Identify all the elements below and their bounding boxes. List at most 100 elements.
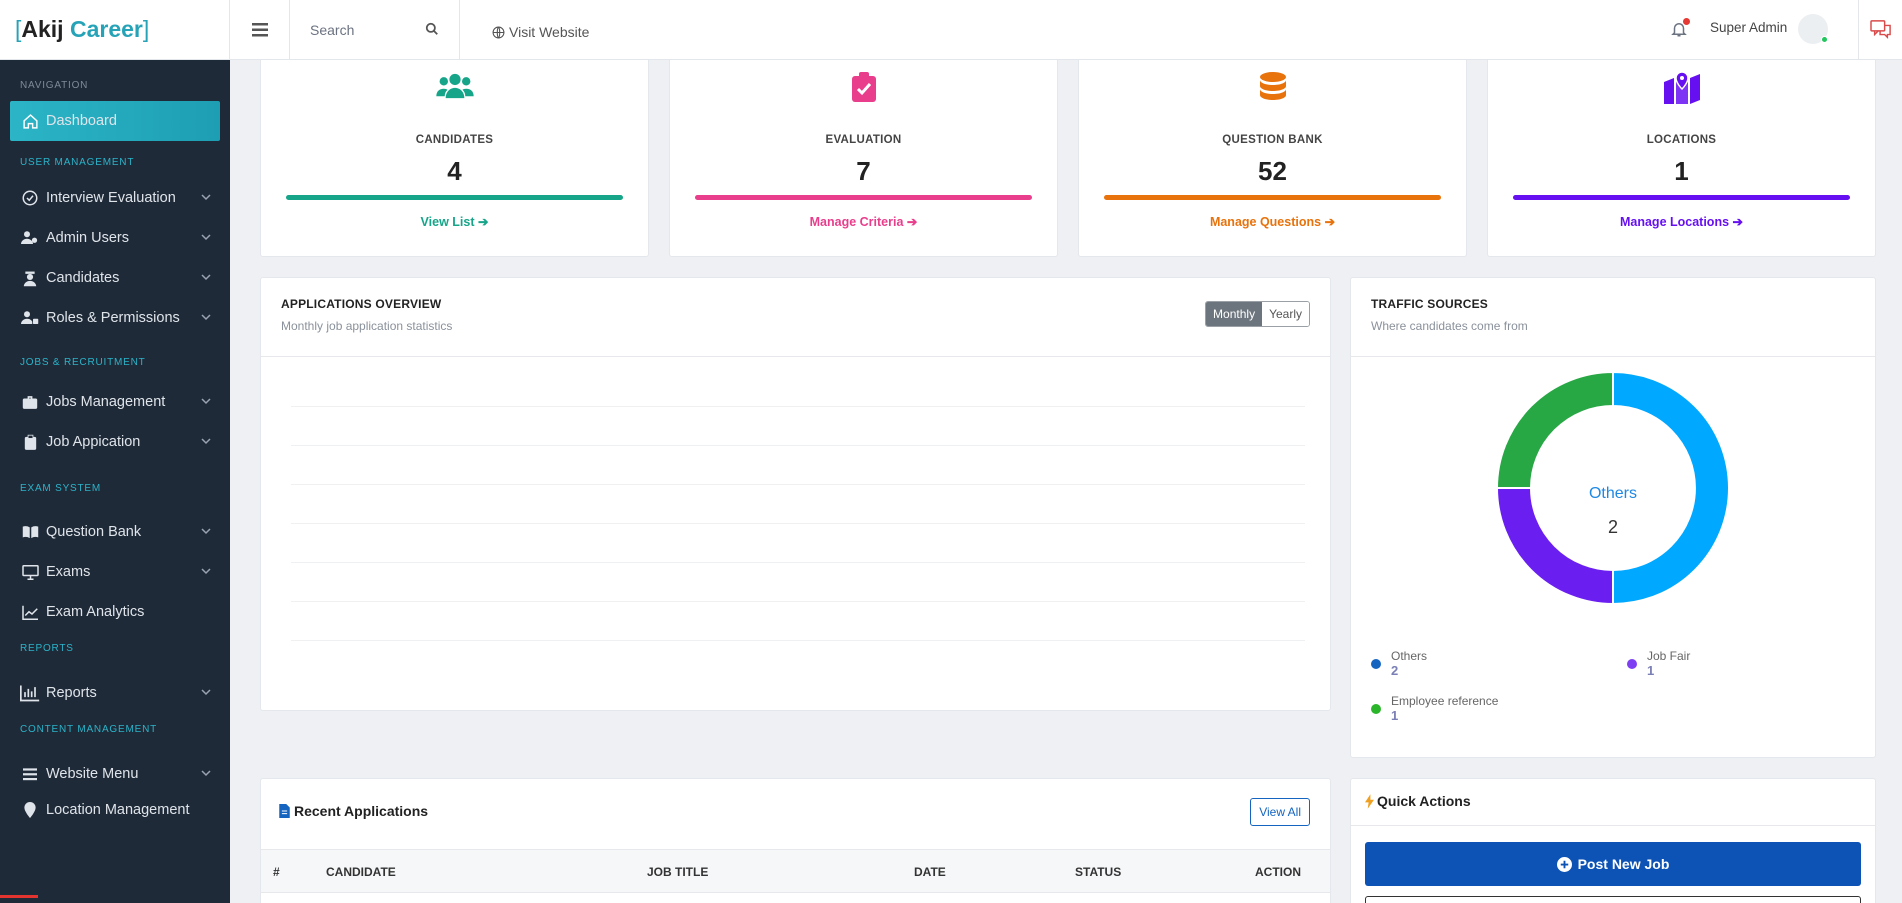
- sidebar-item-label: Location Management: [46, 802, 190, 818]
- home-icon: [20, 113, 40, 130]
- sidebar-item-jobs-management[interactable]: Jobs Management: [0, 382, 230, 422]
- legend-dot: [1371, 704, 1381, 714]
- manage-questions-link[interactable]: Manage Questions ➔: [1079, 214, 1466, 229]
- donut-slice-employee-reference[interactable]: [1495, 370, 1614, 489]
- quick-actions-panel: Quick Actions Post New Job: [1350, 778, 1876, 903]
- sidebar-item-reports[interactable]: Reports: [0, 673, 230, 713]
- clipboard-list-icon: [20, 434, 40, 451]
- sidebar-item-roles-permissions[interactable]: Roles & Permissions: [0, 298, 230, 338]
- brand-logo[interactable]: [Akij Career]: [0, 0, 230, 60]
- avatar[interactable]: [1798, 14, 1828, 44]
- chart-gridline: [291, 640, 1305, 641]
- sidebar-item-label: Job Appication: [46, 434, 141, 450]
- sidebar-item-location-management[interactable]: Location Management: [0, 794, 230, 820]
- sidebar-item-website-menu[interactable]: Website Menu: [0, 754, 230, 794]
- stat-link-label: Manage Locations: [1619, 215, 1730, 229]
- toggle-yearly-button[interactable]: Yearly: [1262, 302, 1309, 326]
- column-header-number: #: [273, 865, 280, 879]
- stat-card-question-bank: QUESTION BANK 52 Manage Questions ➔: [1078, 60, 1467, 257]
- donut-center-label: Others: [1589, 485, 1637, 502]
- sidebar-item-candidates[interactable]: Candidates: [0, 258, 230, 298]
- panel-subtitle: Where candidates come from: [1371, 319, 1528, 333]
- chevron-down-icon: [201, 770, 211, 777]
- map-location-icon: [1663, 71, 1700, 109]
- table-header: # CANDIDATE JOB TITLE DATE STATUS ACTION: [261, 849, 1330, 893]
- stat-value: 52: [1258, 156, 1287, 186]
- sidebar-item-dashboard[interactable]: Dashboard: [10, 101, 220, 141]
- chevron-down-icon: [201, 568, 211, 575]
- bolt-icon: [1365, 793, 1374, 809]
- period-toggle: Monthly Yearly: [1205, 301, 1310, 327]
- search-input[interactable]: Search: [290, 0, 460, 60]
- sidebar-item-label: Exam Analytics: [46, 604, 145, 620]
- brand-bracket-open: [: [15, 16, 22, 42]
- sidebar-item-label: Dashboard: [46, 113, 117, 129]
- menu-toggle-button[interactable]: [230, 0, 290, 60]
- toggle-monthly-button[interactable]: Monthly: [1206, 302, 1263, 326]
- legend-item-employee-reference[interactable]: Employee reference 1: [1371, 694, 1498, 723]
- legend-label: Job Fair: [1647, 649, 1691, 663]
- donut-slice-others[interactable]: [1612, 370, 1730, 606]
- manage-locations-link[interactable]: Manage Locations ➔: [1488, 214, 1875, 229]
- topbar: Search Visit Website Super Admin: [230, 0, 1902, 60]
- notifications-button[interactable]: [1670, 18, 1690, 44]
- sidebar-item-exams[interactable]: Exams: [0, 552, 230, 592]
- view-list-link[interactable]: View List ➔: [261, 214, 648, 229]
- post-new-job-button[interactable]: Post New Job: [1365, 842, 1861, 886]
- search-placeholder: Search: [310, 22, 355, 38]
- chevron-down-icon: [201, 528, 211, 535]
- sidebar-item-exam-analytics[interactable]: Exam Analytics: [0, 592, 230, 632]
- online-status-dot: [1821, 36, 1828, 43]
- user-graduate-icon: [20, 270, 40, 287]
- briefcase-icon: [20, 395, 40, 410]
- user-name[interactable]: Super Admin: [1710, 20, 1788, 35]
- donut-slice-job-fair[interactable]: [1495, 487, 1614, 606]
- sidebar-item-interview-evaluation[interactable]: Interview Evaluation: [0, 178, 230, 218]
- panel-subtitle: Monthly job application statistics: [281, 319, 453, 333]
- chart-gridline: [291, 562, 1305, 563]
- arrow-right-icon: ➔: [1324, 215, 1336, 229]
- sidebar-item-admin-users[interactable]: Admin Users: [0, 218, 230, 258]
- panel-divider: [1351, 825, 1875, 826]
- section-exam-system: EXAM SYSTEM: [20, 483, 102, 494]
- chevron-down-icon: [201, 398, 211, 405]
- legend-item-job-fair[interactable]: Job Fair 1: [1627, 649, 1690, 678]
- legend-label: Employee reference: [1391, 694, 1499, 708]
- chart-gridline: [291, 523, 1305, 524]
- column-header-action: ACTION: [1255, 865, 1301, 879]
- section-user-management: USER MANAGEMENT: [20, 157, 135, 168]
- stat-bar: [1104, 195, 1441, 200]
- legend-item-others[interactable]: Others 2: [1371, 649, 1427, 678]
- chart-gridline: [291, 484, 1305, 485]
- arrow-right-icon: ➔: [477, 215, 489, 229]
- panel-divider: [1351, 356, 1875, 357]
- manage-criteria-link[interactable]: Manage Criteria ➔: [670, 214, 1057, 229]
- sidebar-item-label: Candidates: [46, 270, 120, 286]
- stat-value: 4: [447, 156, 462, 186]
- view-all-button[interactable]: View All: [1250, 798, 1310, 826]
- chevron-down-icon: [201, 234, 211, 241]
- bell-icon: [1671, 23, 1687, 37]
- hamburger-icon: [251, 23, 268, 37]
- sidebar-item-label: Admin Users: [46, 230, 129, 246]
- quick-actions-title: Quick Actions: [1377, 793, 1471, 809]
- panel-title: TRAFFIC SOURCES: [1371, 297, 1488, 311]
- visit-website-link[interactable]: Visit Website: [492, 24, 589, 40]
- stat-bar: [695, 195, 1032, 200]
- sidebar-item-job-application[interactable]: Job Appication: [0, 422, 230, 462]
- messages-button[interactable]: [1858, 0, 1902, 60]
- secondary-action-button[interactable]: [1365, 896, 1861, 903]
- panel-title: APPLICATIONS OVERVIEW: [281, 297, 442, 311]
- search-icon[interactable]: [425, 22, 439, 36]
- panel-title: Recent Applications: [279, 803, 428, 819]
- sidebar-item-question-bank[interactable]: Question Bank: [0, 512, 230, 552]
- brand-bracket-close: ]: [142, 16, 150, 42]
- section-reports: REPORTS: [20, 643, 74, 654]
- visit-website-label: Visit Website: [509, 24, 590, 40]
- stat-label: LOCATIONS: [1646, 134, 1717, 146]
- stat-card-candidates: CANDIDATES 4 View List ➔: [260, 60, 649, 257]
- bars-icon: [20, 767, 40, 781]
- applications-overview-panel: APPLICATIONS OVERVIEW Monthly job applic…: [260, 277, 1331, 711]
- users-cog-icon: [20, 230, 40, 246]
- chevron-down-icon: [201, 314, 211, 321]
